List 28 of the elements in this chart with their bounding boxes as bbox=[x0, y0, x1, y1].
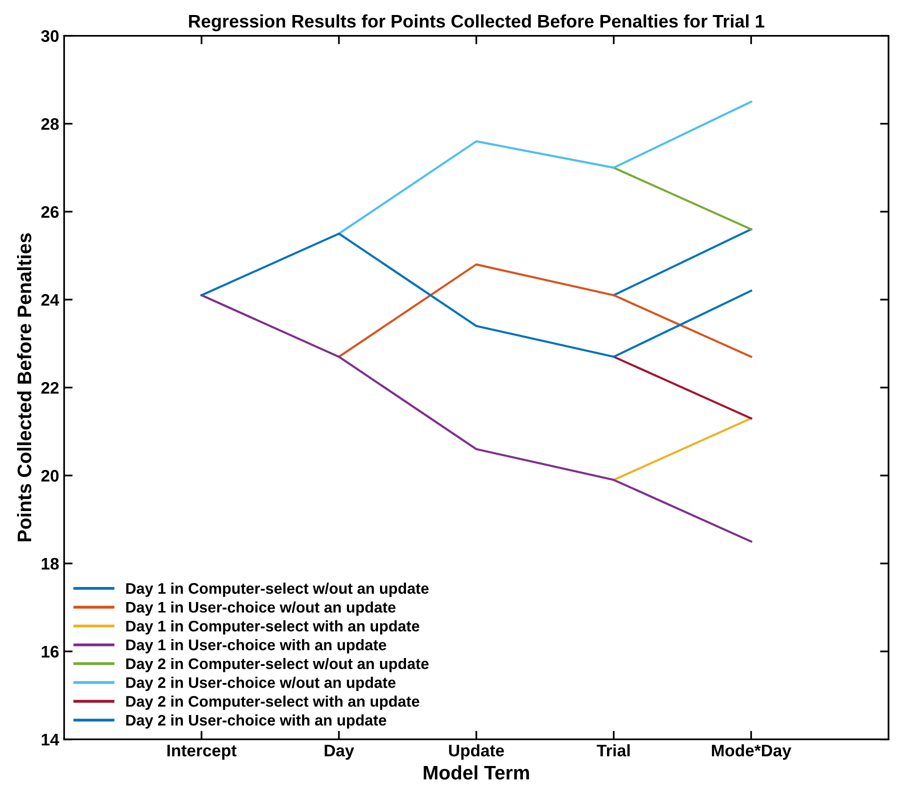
legend-label: Day 1 in Computer-select with an update bbox=[126, 620, 420, 635]
legend-label: Day 2 in User-choice with an update bbox=[126, 714, 386, 729]
line-series bbox=[338, 100, 752, 235]
x-tick-label: Update bbox=[449, 744, 504, 760]
y-tick-label: 14 bbox=[42, 734, 60, 746]
x-tick-label: Day bbox=[324, 744, 354, 760]
legend-label: Day 1 in Computer-select w/out an update bbox=[126, 582, 429, 597]
legend-label: Day 2 in Computer-select with an update bbox=[126, 696, 420, 710]
y-tick-label: 28 bbox=[41, 118, 59, 130]
y-tick-label: 24 bbox=[41, 294, 60, 306]
y-tick-label: 26 bbox=[41, 206, 59, 218]
line-series bbox=[200, 232, 752, 358]
y-tick-label: 30 bbox=[41, 30, 59, 42]
chart-title: Regression Results for Points Collected Before Penalties for Trial 1 bbox=[189, 14, 764, 32]
x-tick-label: Trial bbox=[596, 744, 630, 756]
legend-label: Day 2 in Computer-select w/out an update bbox=[126, 658, 429, 672]
y-tick-label: 20 bbox=[41, 470, 59, 482]
legend-label: Day 2 in User-choice w/out an update bbox=[126, 676, 396, 692]
y-tick-label: 16 bbox=[42, 646, 59, 658]
x-tick-label: Mode*Day bbox=[712, 744, 792, 760]
legend-label: Day 1 in User-choice w/out an update bbox=[126, 601, 396, 616]
y-axis-title: Points Collected Before Penalties bbox=[17, 233, 32, 542]
y-tick-label: 22 bbox=[41, 382, 59, 394]
line-series bbox=[200, 294, 752, 543]
x-axis-title: Model Term bbox=[424, 765, 529, 780]
x-tick-label: Intercept bbox=[167, 744, 237, 760]
legend-label: Day 1 in User-choice with an update bbox=[126, 639, 386, 654]
y-tick-label: 18 bbox=[42, 558, 59, 570]
